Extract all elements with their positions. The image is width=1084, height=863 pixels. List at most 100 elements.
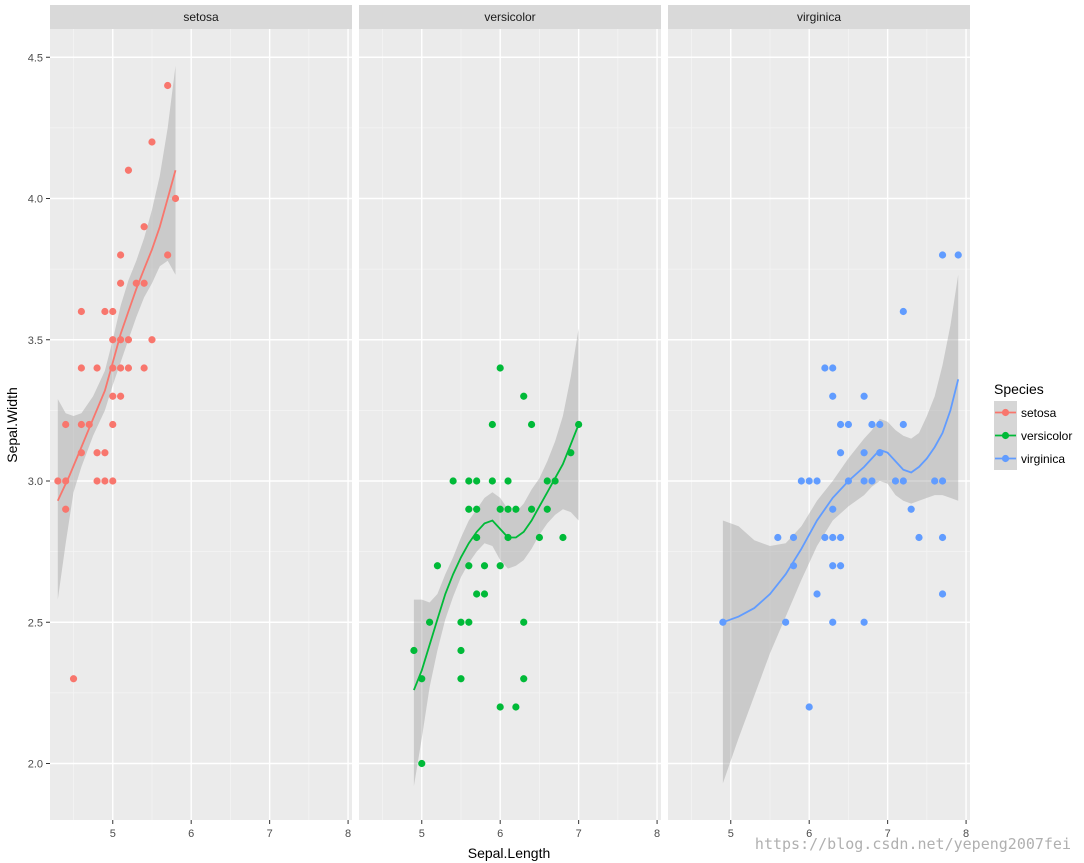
y-tick-label: 3.5	[28, 335, 43, 347]
data-point	[418, 759, 426, 768]
data-point	[124, 166, 133, 174]
data-point	[140, 364, 148, 372]
data-point	[899, 307, 907, 316]
y-tick-label: 2.0	[28, 759, 43, 771]
data-point	[116, 392, 125, 400]
data-point	[171, 194, 180, 203]
data-point	[109, 336, 117, 344]
data-point	[164, 81, 172, 90]
data-point	[805, 477, 813, 485]
data-point	[77, 307, 85, 316]
data-point	[844, 420, 853, 429]
x-tick-label: 7	[267, 828, 273, 840]
data-point	[101, 449, 109, 457]
data-point	[543, 477, 551, 485]
facet-panel-setosa: setosa 5 6 7 8	[50, 5, 352, 840]
data-point	[836, 533, 845, 542]
strip-label: setosa	[183, 10, 219, 24]
data-point	[457, 646, 465, 655]
data-point	[93, 477, 101, 485]
legend-label: virginica	[1021, 452, 1065, 466]
legend: Species setosa versicolor virginica	[994, 381, 1072, 470]
strip-background	[668, 5, 970, 29]
facet-panel-versicolor: versicolor 5 6 7 8	[359, 5, 661, 840]
data-point	[512, 703, 520, 711]
data-point	[829, 364, 837, 372]
data-point	[504, 505, 512, 513]
data-point	[496, 505, 504, 513]
data-point	[62, 505, 70, 513]
data-point	[425, 618, 434, 626]
data-point	[116, 251, 125, 259]
data-point	[140, 223, 148, 231]
data-point	[821, 364, 829, 372]
data-point	[101, 477, 109, 485]
y-tick-label: 2.5	[28, 617, 43, 629]
data-point	[496, 364, 504, 372]
data-point	[836, 449, 845, 457]
data-point	[527, 505, 536, 513]
legend-title: Species	[994, 381, 1044, 397]
data-point	[116, 364, 125, 372]
x-tick-label: 8	[654, 828, 660, 840]
data-point	[829, 392, 837, 400]
data-point	[93, 449, 101, 457]
smooth-line	[722, 379, 960, 624]
y-tick-label: 4.5	[28, 52, 43, 64]
data-point	[543, 505, 551, 513]
data-point	[891, 477, 900, 485]
data-point	[954, 251, 962, 259]
legend-label: setosa	[1021, 406, 1057, 420]
panel-background	[668, 29, 970, 820]
data-point	[829, 562, 837, 570]
x-tick-label: 7	[885, 828, 891, 840]
x-tick-label: 6	[806, 828, 812, 840]
data-point	[860, 477, 868, 485]
data-point	[860, 618, 868, 626]
y-tick-label: 3.0	[28, 476, 43, 488]
data-point	[813, 477, 821, 485]
smooth-line	[413, 424, 580, 691]
data-point	[938, 533, 947, 542]
x-tick-label: 6	[188, 828, 194, 840]
data-point	[465, 505, 473, 513]
data-point	[77, 420, 85, 429]
data-point	[116, 279, 125, 287]
data-point	[527, 420, 536, 429]
data-point	[488, 420, 496, 429]
data-point	[480, 562, 489, 570]
strip-background	[359, 5, 661, 29]
data-point	[410, 646, 418, 655]
data-point	[520, 675, 528, 683]
data-point	[931, 477, 939, 485]
data-point	[829, 505, 837, 513]
x-tick-label: 5	[728, 828, 734, 840]
data-point	[868, 420, 876, 429]
data-point	[813, 590, 821, 598]
data-point	[938, 251, 947, 259]
legend-label: versicolor	[1021, 429, 1072, 443]
legend-item-versicolor: versicolor	[994, 424, 1072, 447]
data-point	[836, 562, 845, 570]
data-point	[774, 533, 782, 542]
data-point	[140, 279, 148, 287]
data-point	[473, 477, 481, 485]
data-point	[899, 420, 907, 429]
data-point	[938, 590, 947, 598]
data-point	[465, 477, 473, 485]
data-point	[836, 420, 845, 429]
data-point	[876, 420, 884, 429]
data-point	[109, 392, 117, 400]
data-point	[93, 364, 101, 372]
legend-item-setosa: setosa	[994, 401, 1057, 424]
data-point	[124, 364, 133, 372]
panel-background	[359, 29, 661, 820]
data-point	[575, 420, 583, 429]
data-point	[488, 477, 496, 485]
y-axis: 2.0 2.5 3.0 3.5 4.0 4.5	[28, 52, 50, 771]
data-point	[77, 364, 85, 372]
data-point	[465, 618, 473, 626]
data-point	[868, 477, 876, 485]
data-point	[54, 477, 62, 485]
